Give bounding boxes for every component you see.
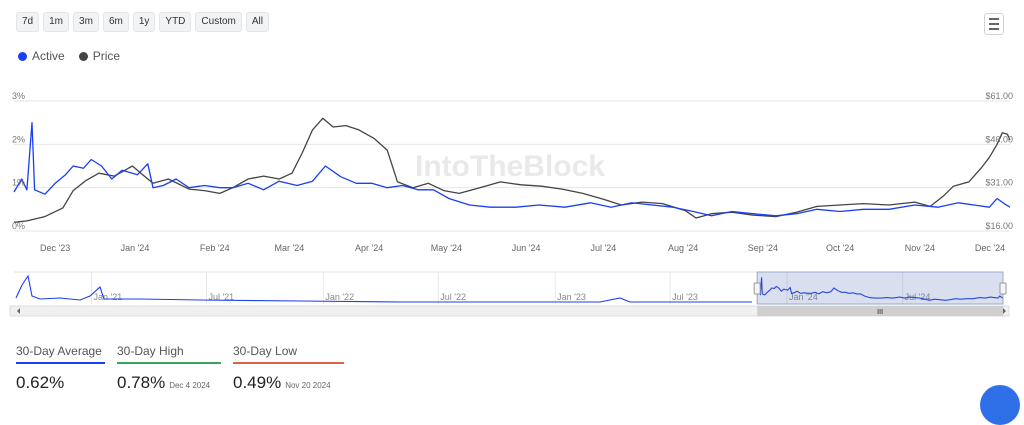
navigator[interactable]: Jan '21 Jul '21 Jan '22 Jul '22 Jan '23 Jul '… <box>9 271 1010 317</box>
grid-lines <box>14 100 1010 232</box>
range-ytd-button[interactable]: YTD <box>159 12 192 32</box>
hamburger-menu-icon[interactable] <box>984 13 1004 35</box>
navigator-scrollbar-track <box>9 305 1010 317</box>
x-tick-label: May '24 <box>431 243 462 253</box>
range-custom-button[interactable]: Custom <box>195 12 242 32</box>
navigator-label: Jan '24 <box>789 292 818 302</box>
arrow-right-icon <box>1003 308 1006 314</box>
stats-row: 30-Day Average 0.62% 30-Day High 0.78% D… <box>16 344 344 393</box>
navigator-label: Jul '21 <box>208 292 234 302</box>
x-tick-label: Oct '24 <box>826 243 854 253</box>
series-line-price <box>13 117 1011 223</box>
x-tick-label: Feb '24 <box>200 243 230 253</box>
left-tick-label: 3% <box>12 91 25 101</box>
range-6m-button[interactable]: 6m <box>102 12 129 32</box>
chart-legend: Active Price <box>18 49 120 63</box>
series-line-active <box>13 122 1011 217</box>
stat-30-day-low: 30-Day Low 0.49% Nov 20 2024 <box>233 344 344 393</box>
legend-item-price[interactable]: Price <box>78 49 121 63</box>
navigator-label: Jan '22 <box>325 292 354 302</box>
x-tick-label: Jun '24 <box>512 243 541 253</box>
legend-item-active[interactable]: Active <box>18 49 65 63</box>
right-axis: $61.00 $46.00 $31.00 $16.00 <box>985 91 1013 231</box>
legend-label-price: Price <box>92 49 121 63</box>
x-tick-label: Mar '24 <box>275 243 305 253</box>
left-tick-label: 2% <box>12 134 25 144</box>
x-tick-label: Dec '24 <box>975 243 1005 253</box>
legend-dot-active <box>18 51 27 61</box>
navigator-label: Jan '21 <box>93 292 122 302</box>
right-tick-label: $31.00 <box>985 178 1013 188</box>
left-tick-label: 1% <box>12 178 25 188</box>
series-layer <box>13 117 1011 223</box>
stat-30-day-average: 30-Day Average 0.62% <box>16 344 105 393</box>
navigator-series-active <box>756 277 1004 301</box>
navigator-selection <box>756 271 1004 305</box>
stat-label: 30-Day Low <box>233 344 344 364</box>
drag-handle-icon <box>753 282 761 295</box>
stat-date: Nov 20 2024 <box>285 381 331 390</box>
navigator-label: Jul '22 <box>440 292 466 302</box>
range-3m-button[interactable]: 3m <box>73 12 99 32</box>
x-tick-label: Jul '24 <box>590 243 616 253</box>
x-tick-label: Nov '24 <box>905 243 935 253</box>
stat-value-row: 0.49% Nov 20 2024 <box>233 373 344 393</box>
legend-dot-price <box>78 51 88 61</box>
chart-canvas: IntoTheBlock 3% 2% 1% 0% $61.00 $46.00 $31.00… <box>9 91 1013 317</box>
left-tick-label: 0% <box>12 221 25 231</box>
range-1m-button[interactable]: 1m <box>43 12 70 32</box>
navigator-series-active-history <box>15 274 752 303</box>
stat-label: 30-Day High <box>117 344 221 364</box>
x-tick-label: Aug '24 <box>668 243 698 253</box>
stat-date: Dec 4 2024 <box>169 381 211 390</box>
stat-30-day-high: 30-Day High 0.78% Dec 4 2024 <box>117 344 221 393</box>
stat-value: 0.78% <box>117 373 166 392</box>
x-tick-label: Dec '23 <box>40 243 70 253</box>
right-tick-label: $61.00 <box>985 91 1013 101</box>
time-range-selector: 7d 1m 3m 6m 1y YTD Custom All <box>16 12 269 32</box>
range-7d-button[interactable]: 7d <box>16 12 40 32</box>
arrow-left-icon <box>17 308 20 314</box>
right-tick-label: $16.00 <box>985 221 1013 231</box>
range-all-button[interactable]: All <box>245 12 269 32</box>
stat-value: 0.49% <box>233 373 282 392</box>
drag-handle-icon <box>999 282 1007 295</box>
stat-value: 0.62% <box>16 373 65 392</box>
left-axis: 3% 2% 1% 0% <box>12 91 25 231</box>
stat-value-row: 0.78% Dec 4 2024 <box>117 373 221 393</box>
x-tick-label: Apr '24 <box>355 243 383 253</box>
chat-bubble-icon[interactable] <box>980 385 1020 425</box>
watermark-text: IntoTheBlock <box>415 150 605 183</box>
x-tick-label: Jan '24 <box>121 243 150 253</box>
stat-value-row: 0.62% <box>16 373 105 393</box>
range-1y-button[interactable]: 1y <box>132 12 156 32</box>
x-tick-label: Sep '24 <box>748 243 778 253</box>
x-axis: Dec '23 Jan '24 Feb '24 Mar '24 Apr '24 May '… <box>40 243 1005 253</box>
legend-label-active: Active <box>32 49 65 63</box>
navigator-label: Jul '23 <box>672 292 698 302</box>
right-tick-label: $46.00 <box>985 134 1013 144</box>
stat-label: 30-Day Average <box>16 344 105 364</box>
navigator-label: Jan '23 <box>557 292 586 302</box>
navigator-label: Jul '24 <box>905 292 931 302</box>
